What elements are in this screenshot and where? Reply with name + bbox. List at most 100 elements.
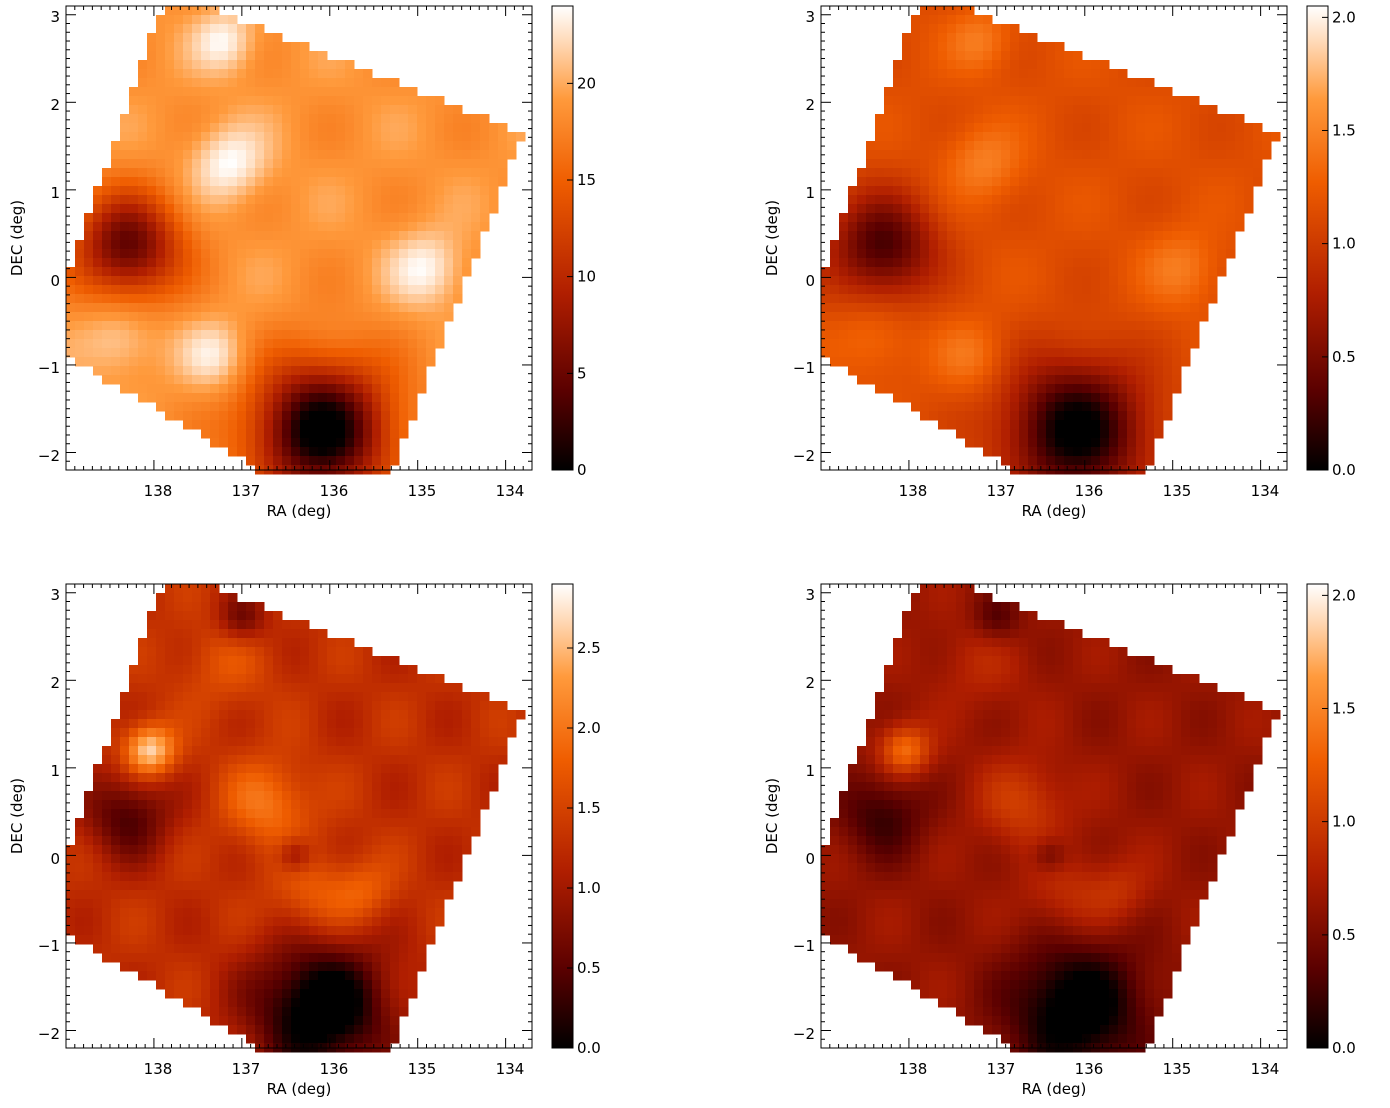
- heatmap-cell: [192, 665, 202, 675]
- heatmap-cell: [1163, 195, 1173, 205]
- heatmap-cell: [1082, 87, 1092, 97]
- heatmap-cell: [390, 683, 400, 693]
- heatmap-cell: [111, 285, 121, 295]
- heatmap-cell: [1064, 96, 1074, 106]
- heatmap-cell: [974, 384, 984, 394]
- heatmap-cell: [1010, 24, 1020, 34]
- heatmap-cell: [102, 375, 112, 385]
- heatmap-cell: [336, 195, 346, 205]
- heatmap-cell: [1019, 447, 1029, 457]
- heatmap-cell: [1028, 69, 1038, 79]
- heatmap-cell: [120, 791, 130, 801]
- heatmap-cell: [300, 773, 310, 783]
- heatmap-cell: [327, 809, 337, 819]
- heatmap-cell: [1019, 348, 1029, 358]
- heatmap-cell: [1037, 285, 1047, 295]
- heatmap-cell: [192, 78, 202, 88]
- heatmap-cell: [1046, 78, 1056, 88]
- heatmap-cell: [929, 240, 939, 250]
- heatmap-cell: [1226, 249, 1236, 259]
- heatmap-cell: [938, 24, 948, 34]
- heatmap-cell: [444, 683, 454, 693]
- heatmap-cell: [974, 78, 984, 88]
- colorbar-tick-label: 2.0: [1332, 8, 1356, 26]
- heatmap-cell: [992, 132, 1002, 142]
- heatmap-cell: [1109, 78, 1119, 88]
- heatmap-cell: [1163, 105, 1173, 115]
- heatmap-cell: [237, 746, 247, 756]
- heatmap-cell: [246, 24, 256, 34]
- heatmap-cell: [273, 728, 283, 738]
- heatmap-cell: [983, 321, 993, 331]
- heatmap-cell: [1136, 213, 1146, 223]
- heatmap-cell: [929, 24, 939, 34]
- heatmap-cell: [848, 312, 858, 322]
- heatmap-cell: [264, 258, 274, 268]
- heatmap-cell: [965, 321, 975, 331]
- heatmap-cell: [1091, 105, 1101, 115]
- heatmap-cell: [1028, 150, 1038, 160]
- heatmap-cell: [201, 348, 211, 358]
- heatmap-cell: [1145, 87, 1155, 97]
- heatmap-cell: [1118, 123, 1128, 133]
- heatmap-cell: [983, 420, 993, 430]
- heatmap-cell: [75, 339, 85, 349]
- heatmap-cell: [138, 321, 148, 331]
- heatmap-cell: [435, 683, 445, 693]
- heatmap-cell: [462, 728, 472, 738]
- heatmap-cell: [1055, 141, 1065, 151]
- heatmap-cell: [399, 168, 409, 178]
- heatmap-cell: [255, 456, 265, 466]
- heatmap-cell: [156, 701, 166, 711]
- heatmap-cell: [399, 186, 409, 196]
- heatmap-cell: [1109, 348, 1119, 358]
- heatmap-cell: [228, 800, 238, 810]
- heatmap-cell: [273, 276, 283, 286]
- heatmap-cell: [228, 683, 238, 693]
- heatmap-cell: [893, 375, 903, 385]
- heatmap-cell: [1181, 321, 1191, 331]
- heatmap-cell: [255, 87, 265, 97]
- heatmap-cell: [426, 692, 436, 702]
- heatmap-cell: [147, 818, 157, 828]
- heatmap-cell: [884, 186, 894, 196]
- heatmap-cell: [965, 429, 975, 439]
- heatmap-cell: [1118, 258, 1128, 268]
- heatmap-cell: [120, 366, 130, 376]
- heatmap-cell: [1235, 114, 1245, 124]
- heatmap-cell: [911, 204, 921, 214]
- heatmap-cell: [300, 620, 310, 630]
- heatmap-cell: [138, 87, 148, 97]
- heatmap-cell: [210, 87, 220, 97]
- heatmap-cell: [174, 132, 184, 142]
- heatmap-cell: [282, 719, 292, 729]
- heatmap-cell: [1064, 339, 1074, 349]
- heatmap-cell: [363, 384, 373, 394]
- heatmap-cell: [1073, 231, 1083, 241]
- heatmap-cell: [165, 87, 175, 97]
- heatmap-cell: [947, 213, 957, 223]
- heatmap-cell: [237, 719, 247, 729]
- heatmap-cell: [381, 674, 391, 684]
- heatmap-cell: [201, 620, 211, 630]
- heatmap-cell: [1064, 132, 1074, 142]
- colorbar-tick-label: 5: [577, 364, 587, 382]
- heatmap-cell: [318, 348, 328, 358]
- heatmap-cell: [417, 375, 427, 385]
- heatmap-cell: [1136, 447, 1146, 457]
- heatmap-cell: [992, 204, 1002, 214]
- heatmap-cell: [1163, 186, 1173, 196]
- heatmap-cell: [309, 411, 319, 421]
- heatmap-cell: [965, 204, 975, 214]
- heatmap-cell: [219, 402, 229, 412]
- heatmap-cell: [965, 213, 975, 223]
- heatmap-cell: [911, 132, 921, 142]
- heatmap-cell: [1172, 357, 1182, 367]
- heatmap-cell: [408, 213, 418, 223]
- heatmap-cell: [902, 348, 912, 358]
- heatmap-cell: [84, 213, 94, 223]
- heatmap-cell: [354, 393, 364, 403]
- heatmap-cell: [866, 141, 876, 151]
- heatmap-cell: [372, 195, 382, 205]
- heatmap-cell: [453, 168, 463, 178]
